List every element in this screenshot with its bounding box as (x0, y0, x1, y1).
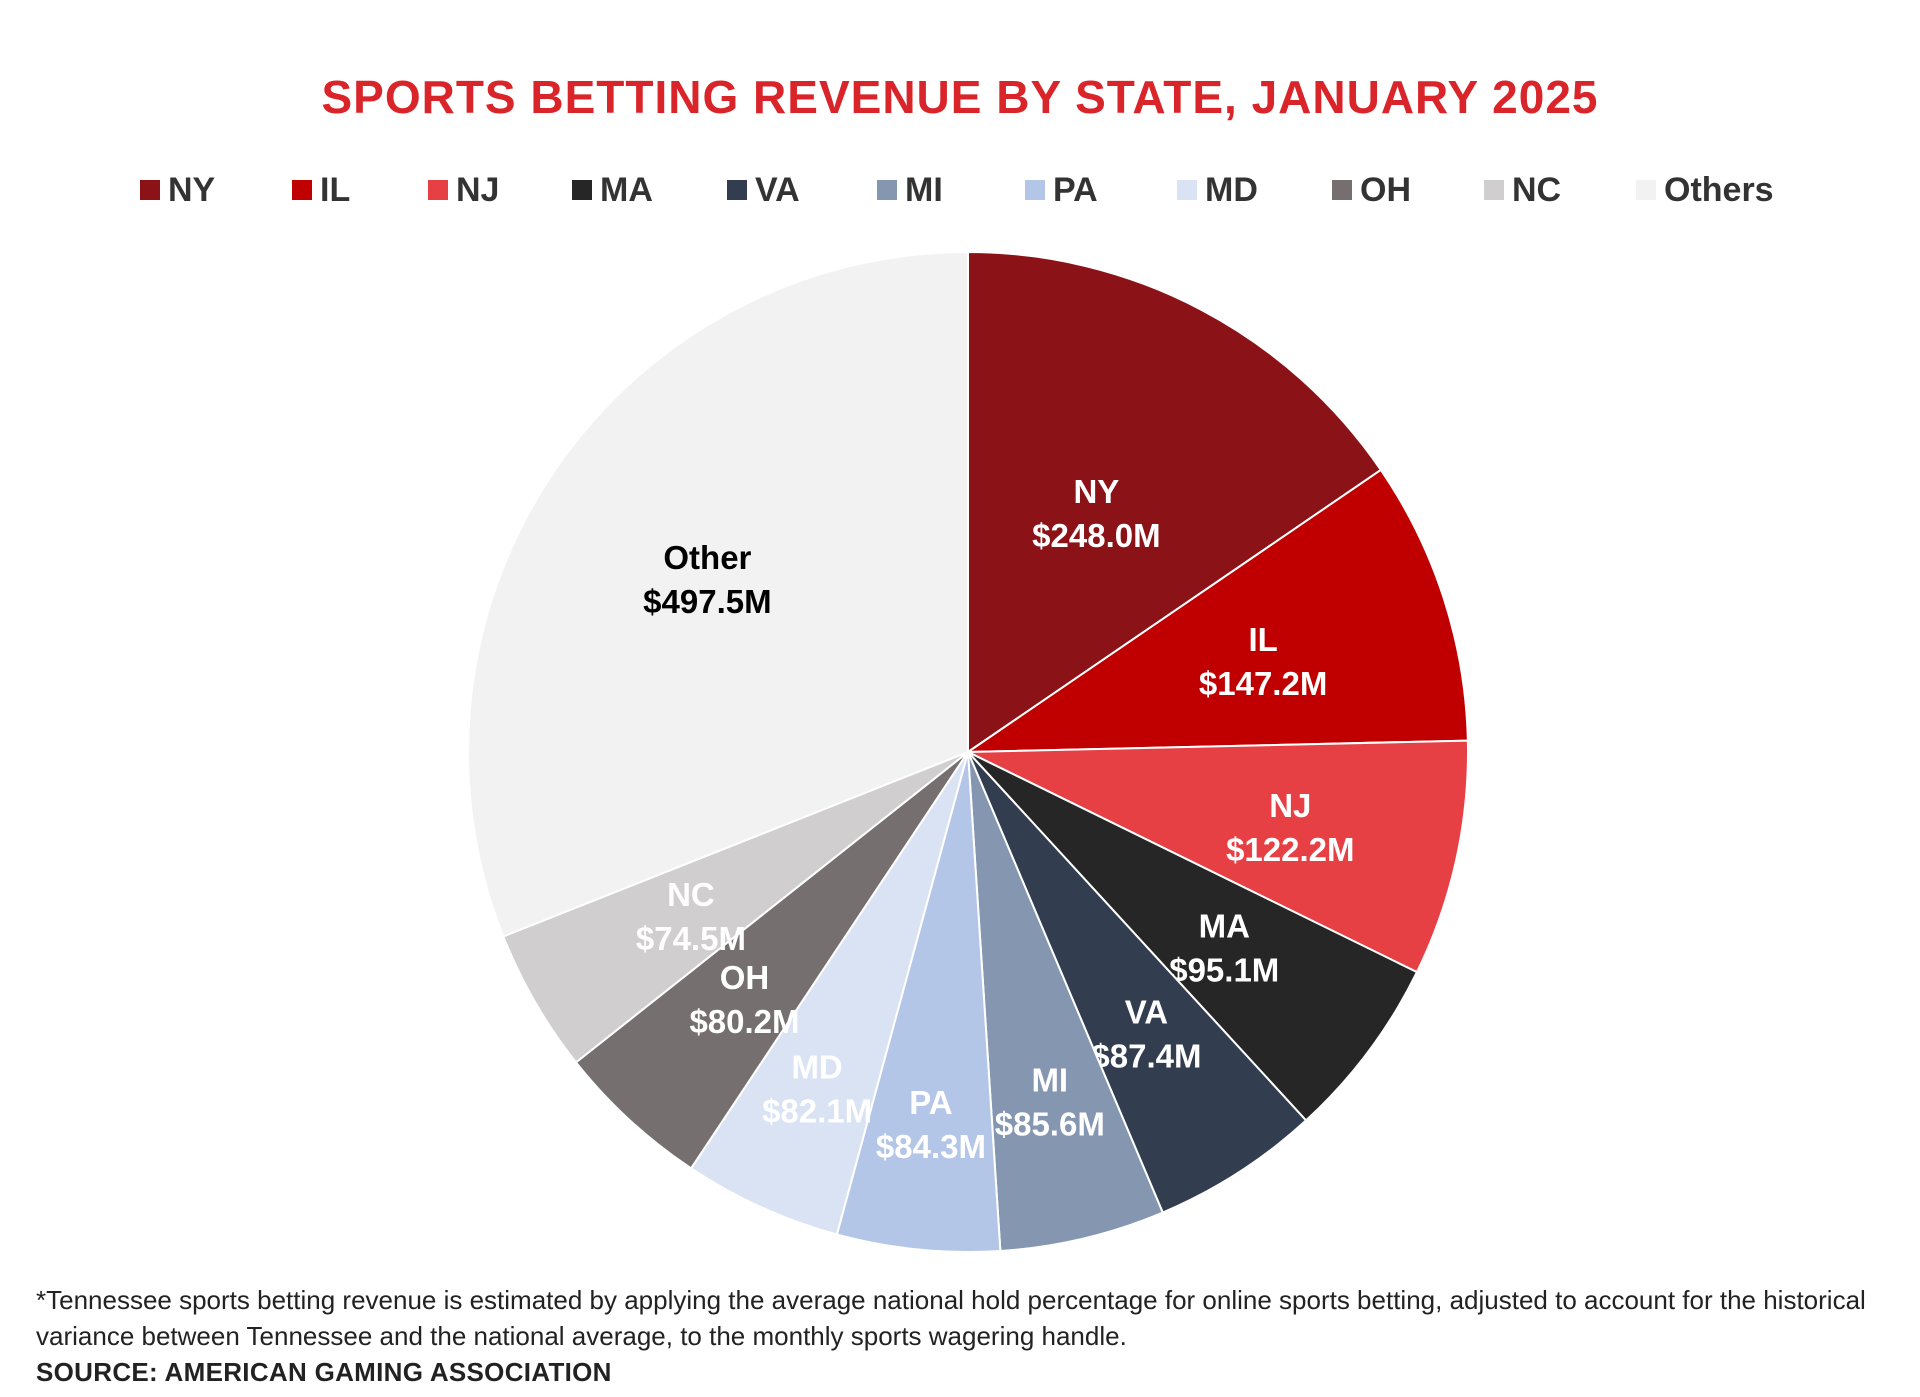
legend-item-ma: MA (572, 171, 727, 210)
legend-item-mi: MI (877, 171, 1025, 210)
pie-slice-oh (574, 751, 969, 1170)
legend-label: VA (755, 170, 800, 209)
pie-slice-md (689, 751, 969, 1236)
legend-label: IL (320, 170, 351, 209)
legend-label: NY (168, 170, 216, 209)
legend-item-oh: OH (1332, 171, 1484, 210)
slice-value-ma: $95.1M (1169, 952, 1279, 989)
slice-label-other: Other (663, 539, 751, 576)
source-note: SOURCE: AMERICAN GAMING ASSOCIATION (36, 1357, 612, 1387)
legend-item-others: Others (1636, 171, 1786, 210)
slice-value-md: $82.1M (762, 1092, 872, 1129)
legend-item-nc: NC (1484, 171, 1636, 210)
slice-label-va: VA (1125, 994, 1168, 1031)
slice-label-nc: NC (667, 876, 715, 913)
legend-swatch (292, 180, 312, 200)
legend-label: NC (1512, 170, 1562, 209)
pie-slice-il (964, 468, 1469, 754)
slice-label-ma: MA (1199, 908, 1250, 945)
footnote: *Tennessee sports betting revenue is est… (36, 1285, 1866, 1351)
legend-label: MA (600, 170, 653, 209)
slice-label-il: IL (1248, 621, 1277, 658)
legend-swatch (1636, 180, 1656, 200)
legend-swatch (140, 180, 160, 200)
slice-value-va: $87.4M (1091, 1038, 1201, 1075)
slice-label-oh: OH (720, 959, 770, 996)
legend-swatch (1025, 180, 1045, 200)
slice-value-oh: $80.2M (689, 1003, 799, 1040)
pie-slice-other (467, 250, 969, 938)
chart-title: SPORTS BETTING REVENUE BY STATE, JANUARY… (321, 71, 1599, 123)
legend-swatch (1177, 180, 1197, 200)
legend-label: MD (1205, 170, 1258, 209)
pie-slice-ma (967, 751, 1419, 1122)
pie-slice-nj (967, 739, 1469, 974)
slice-label-ny: NY (1073, 473, 1119, 510)
legend-item-va: VA (727, 171, 877, 210)
legend-swatch (572, 180, 592, 200)
slice-label-nj: NJ (1269, 787, 1311, 824)
legend-label: Others (1664, 170, 1774, 209)
slice-label-pa: PA (909, 1084, 952, 1121)
slice-value-nc: $74.5M (636, 920, 746, 957)
legend-item-pa: PA (1025, 171, 1177, 210)
slice-label-mi: MI (1031, 1061, 1068, 1098)
slice-label-md: MD (791, 1048, 842, 1085)
legend-swatch (727, 180, 747, 200)
legend-swatch (1332, 180, 1352, 200)
legend-swatch (877, 180, 897, 200)
legend-swatch (428, 180, 448, 200)
slice-value-other: $497.5M (643, 583, 771, 620)
pie-slice-mi (967, 751, 1165, 1253)
chart-legend: NY IL NJ MA VA MI PA MD OH NC Others (140, 170, 1840, 210)
slice-value-il: $147.2M (1199, 665, 1327, 702)
legend-label: PA (1053, 170, 1098, 209)
pie-slice-pa (835, 751, 1002, 1253)
legend-item-md: MD (1177, 171, 1332, 210)
legend-item-nj: NJ (428, 171, 572, 210)
legend-item-ny: NY (140, 171, 292, 210)
slice-value-ny: $248.0M (1032, 517, 1160, 554)
legend-label: MI (905, 170, 943, 209)
pie-slice-ny (967, 250, 1383, 754)
pie-slice-va (967, 751, 1308, 1214)
legend-label: OH (1360, 170, 1411, 209)
legend-swatch (1484, 180, 1504, 200)
legend-label: NJ (456, 170, 500, 209)
slice-value-mi: $85.6M (995, 1105, 1105, 1142)
legend-item-il: IL (292, 171, 428, 210)
slice-value-nj: $122.2M (1226, 831, 1354, 868)
slice-value-pa: $84.3M (876, 1128, 986, 1165)
